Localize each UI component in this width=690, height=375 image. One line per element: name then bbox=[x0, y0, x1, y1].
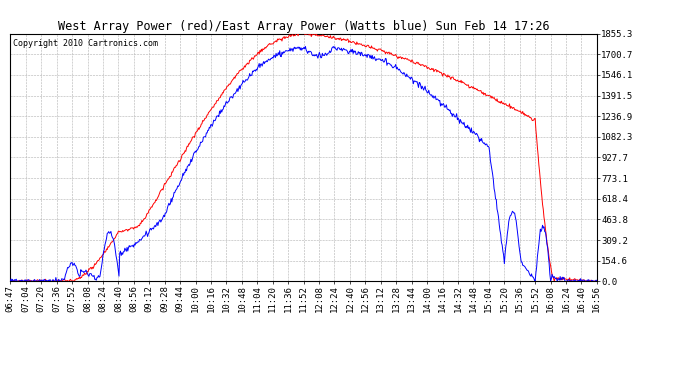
Text: Copyright 2010 Cartronics.com: Copyright 2010 Cartronics.com bbox=[13, 39, 158, 48]
Title: West Array Power (red)/East Array Power (Watts blue) Sun Feb 14 17:26: West Array Power (red)/East Array Power … bbox=[58, 20, 549, 33]
